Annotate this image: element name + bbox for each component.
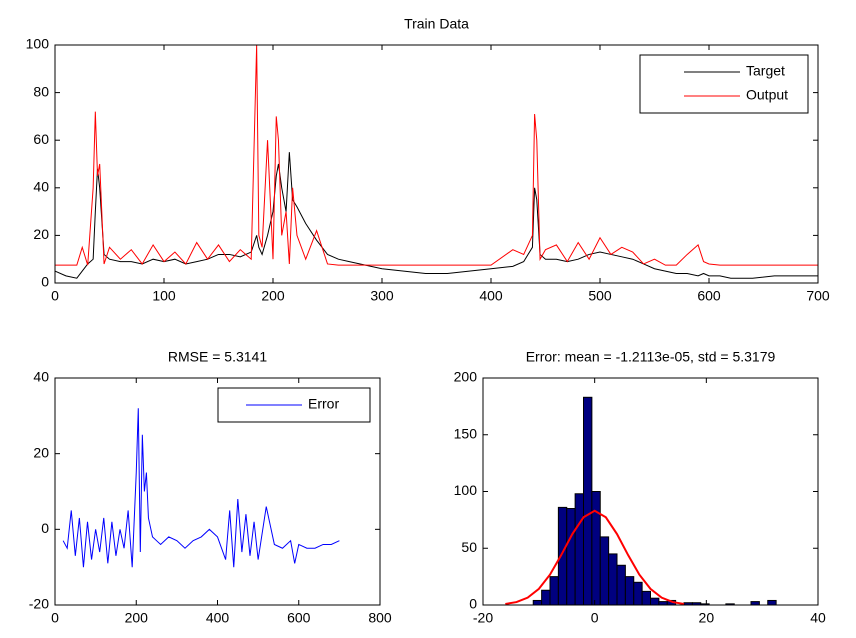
fit-curve <box>505 509 685 605</box>
histogram-bar <box>616 564 626 605</box>
histogram-bar <box>591 491 601 605</box>
x-tick-label: 600 <box>287 610 311 626</box>
histogram-bar <box>574 493 584 605</box>
x-tick-label: 800 <box>368 610 392 626</box>
x-tick-label: 20 <box>699 610 715 626</box>
histogram-bar <box>641 590 651 605</box>
y-tick-label: 200 <box>454 369 478 385</box>
histogram-bar <box>767 599 777 605</box>
histogram-bar <box>532 599 543 605</box>
plot-border <box>54 44 819 284</box>
chart-title: Train Data <box>404 16 469 32</box>
x-tick-label: 200 <box>125 610 149 626</box>
y-tick-label: 0 <box>469 596 477 612</box>
x-tick-label: 40 <box>810 610 826 626</box>
chart: Train Data 0 100 200 300 400 500 600 700 0 20 40 60 8… <box>26 16 830 304</box>
histogram-bar <box>650 597 660 605</box>
y-tick-label: 40 <box>33 179 49 195</box>
histogram-bar <box>549 576 559 605</box>
x-tick-label: -20 <box>473 610 493 626</box>
histogram-bar <box>624 576 635 605</box>
histogram-bar <box>750 601 760 605</box>
plot-area <box>482 377 819 606</box>
y-tick-label: 100 <box>454 482 478 498</box>
histogram-bar <box>658 601 668 605</box>
x-tick-label: 400 <box>479 288 503 304</box>
y-tick-label: 0 <box>41 520 49 536</box>
x-tick-label: 0 <box>51 610 59 626</box>
x-tick-label: 200 <box>261 288 285 304</box>
plot-border <box>482 377 819 606</box>
x-tick-label: 100 <box>152 288 176 304</box>
y-tick-label: -20 <box>29 596 49 612</box>
x-tick-label: 0 <box>591 610 599 626</box>
histogram-bar <box>566 508 576 605</box>
plot <box>55 45 818 279</box>
x-tick-label: 500 <box>588 288 612 304</box>
series-line <box>55 152 818 279</box>
y-tick-label: 20 <box>33 226 49 242</box>
chart: Error: mean = -1.2113e-05, std = 5.3179 -… <box>454 349 826 626</box>
x-tick-label: 700 <box>806 288 830 304</box>
x-tick-label: 0 <box>51 288 59 304</box>
chart-title: Error: mean = -1.2113e-05, std = 5.3179 <box>526 349 776 365</box>
legend-label: Error <box>308 396 339 412</box>
x-tick-label: 600 <box>697 288 721 304</box>
legend: Error <box>217 387 371 423</box>
x-tick-label: 300 <box>370 288 394 304</box>
y-tick-label: 80 <box>33 83 49 99</box>
y-tick-label: 150 <box>454 425 478 441</box>
legend-label: Output <box>746 87 788 103</box>
y-tick-label: 60 <box>33 131 49 147</box>
histogram-bar <box>608 553 618 605</box>
legend: Target Output <box>639 54 809 114</box>
series-line <box>62 408 340 568</box>
histogram-bar <box>541 589 551 605</box>
x-tick-label: 400 <box>206 610 230 626</box>
series-line <box>55 45 818 266</box>
y-tick-label: 100 <box>26 36 50 52</box>
plot <box>505 396 777 605</box>
legend-label: Target <box>746 63 785 79</box>
y-tick-label: 40 <box>33 369 49 385</box>
y-tick-label: 0 <box>41 274 49 290</box>
legend-box <box>639 54 809 114</box>
plot <box>62 408 340 568</box>
y-tick-label: 50 <box>461 539 477 555</box>
chart-title: RMSE = 5.3141 <box>168 349 267 365</box>
y-tick-label: 20 <box>33 444 49 460</box>
plot-border <box>54 377 381 606</box>
histogram-bar <box>599 536 610 605</box>
histogram-bar <box>633 581 643 605</box>
histogram-bar <box>583 396 593 605</box>
